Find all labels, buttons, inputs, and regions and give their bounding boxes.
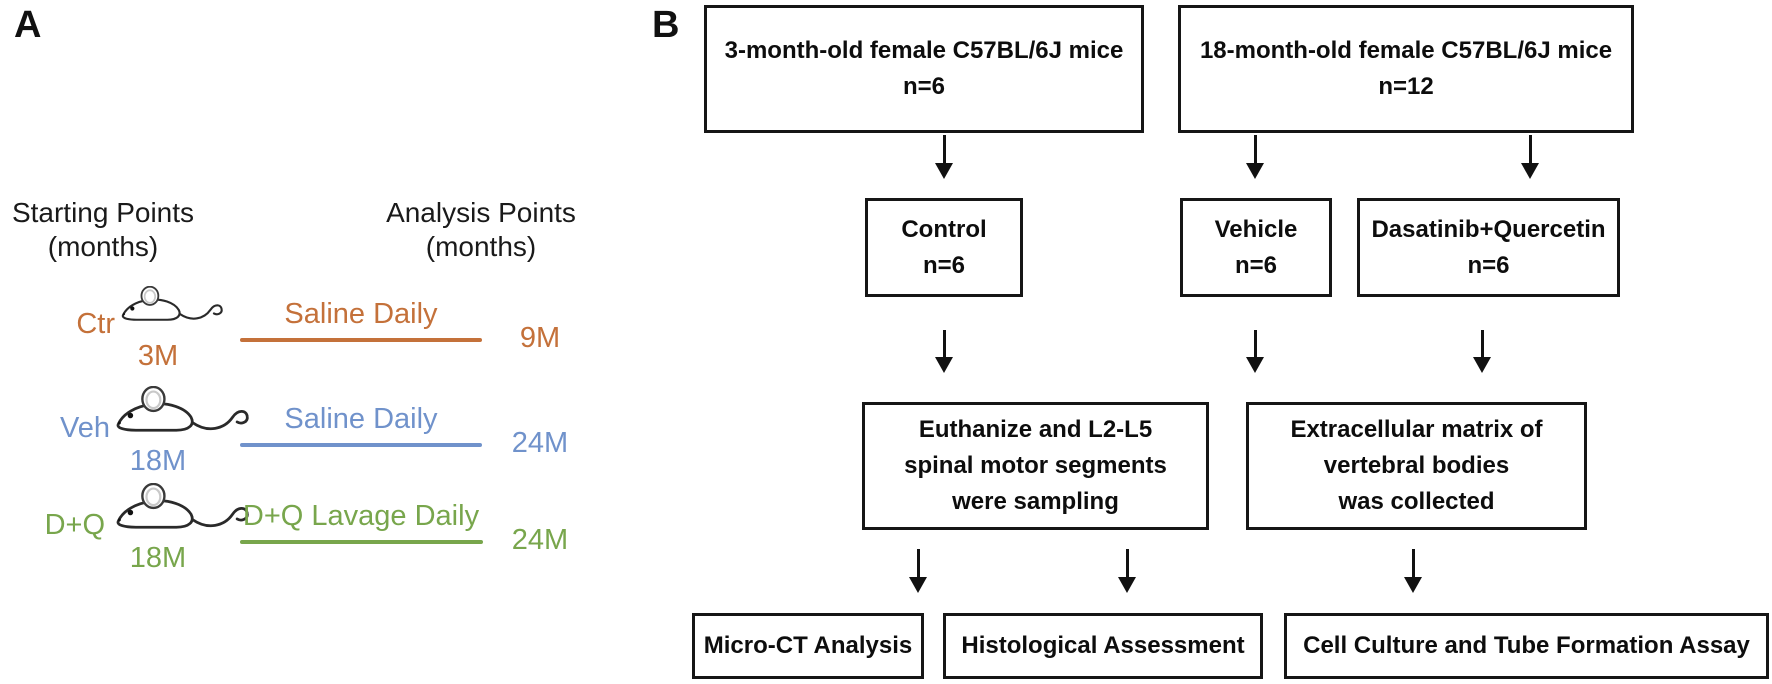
arrow-dq-to-ecm <box>1473 330 1491 373</box>
arrow-vehicle-to-ecm <box>1246 330 1264 373</box>
timeline-veh <box>240 443 482 447</box>
box-young-cohort-line1: 3-month-old female C57BL/6J mice <box>724 37 1124 64</box>
box-ecm-line3: was collected <box>1338 488 1495 515</box>
box-control-line2: n=6 <box>922 251 966 279</box>
box-aged-cohort: 18-month-old female C57BL/6J mice n=12 <box>1178 5 1634 133</box>
mouse-icon <box>116 386 249 432</box>
box-vehicle-group: Vehicle n=6 <box>1180 198 1332 297</box>
box-ecm-line1: Extracellular matrix of <box>1290 416 1543 443</box>
start-age-veh: 18M <box>129 445 187 477</box>
analysis-age-veh: 24M <box>511 427 569 459</box>
start-age-dq: 18M <box>129 542 187 574</box>
panel-a-label: A <box>14 4 42 46</box>
box-histology-line1: Histological Assessment <box>961 632 1245 659</box>
box-euthanize-line3: were sampling <box>952 488 1119 515</box>
starting-points-header-line2: (months) <box>47 231 159 262</box>
box-control-group: Control n=6 <box>865 198 1023 297</box>
arrow-young-to-control <box>935 135 953 179</box>
treatment-label-ctr: Saline Daily <box>284 298 438 330</box>
box-histology-outcome: Histological Assessment <box>943 613 1263 679</box>
analysis-age-ctr: 9M <box>519 322 561 354</box>
arrow-aged-to-vehicle <box>1246 135 1264 179</box>
box-microct-outcome: Micro-CT Analysis <box>692 613 924 679</box>
starting-points-header: Starting Points (months) <box>0 196 206 264</box>
box-dq-line2: n=6 <box>1467 251 1510 279</box>
box-cell-culture-outcome: Cell Culture and Tube Formation Assay <box>1284 613 1769 679</box>
starting-points-header-line1: Starting Points <box>11 197 195 228</box>
timeline-ctr <box>240 338 482 342</box>
analysis-points-header: Analysis Points (months) <box>368 196 594 264</box>
treatment-label-veh: Saline Daily <box>284 403 438 435</box>
group-label-veh: Veh <box>60 412 110 444</box>
box-vehicle-line2: n=6 <box>1234 251 1278 279</box>
box-control-line1: Control <box>901 215 987 243</box>
group-label-dq: D+Q <box>44 509 105 541</box>
arrow-aged-to-dq <box>1521 135 1539 179</box>
box-microct-line1: Micro-CT Analysis <box>703 632 913 659</box>
treatment-label-dq: D+Q Lavage Daily <box>242 500 480 532</box>
box-dq-group: Dasatinib+Quercetin n=6 <box>1357 198 1620 297</box>
box-vehicle-line1: Vehicle <box>1214 215 1298 243</box>
box-euthanize-line1: Euthanize and L2-L5 <box>918 416 1153 443</box>
analysis-points-header-line1: Analysis Points <box>386 197 576 228</box>
timeline-dq <box>240 540 483 544</box>
arrow-ecm-to-cell-culture <box>1404 549 1422 593</box>
mouse-icon <box>121 286 223 321</box>
arrow-euthanize-to-histology <box>1118 549 1136 593</box>
box-ecm-line2: vertebral bodies <box>1323 452 1510 479</box>
box-young-cohort-line2: n=6 <box>902 73 946 100</box>
arrow-euthanize-to-microct <box>909 549 927 593</box>
box-euthanize-step: Euthanize and L2-L5 spinal motor segment… <box>862 402 1209 530</box>
box-aged-cohort-line1: 18-month-old female C57BL/6J mice <box>1199 37 1613 64</box>
group-label-ctr: Ctr <box>76 308 115 340</box>
box-ecm-step: Extracellular matrix of vertebral bodies… <box>1246 402 1587 530</box>
box-aged-cohort-line2: n=12 <box>1378 73 1434 100</box>
box-euthanize-line2: spinal motor segments <box>904 452 1167 479</box>
analysis-age-dq: 24M <box>511 524 569 556</box>
box-dq-line1: Dasatinib+Quercetin <box>1371 215 1606 243</box>
box-cell-culture-line1: Cell Culture and Tube Formation Assay <box>1303 632 1750 659</box>
analysis-points-header-line2: (months) <box>425 231 537 262</box>
start-age-ctr: 3M <box>137 340 179 372</box>
panel-b-label: B <box>652 4 680 46</box>
box-young-cohort: 3-month-old female C57BL/6J mice n=6 <box>704 5 1144 133</box>
arrow-control-to-euthanize <box>935 330 953 373</box>
